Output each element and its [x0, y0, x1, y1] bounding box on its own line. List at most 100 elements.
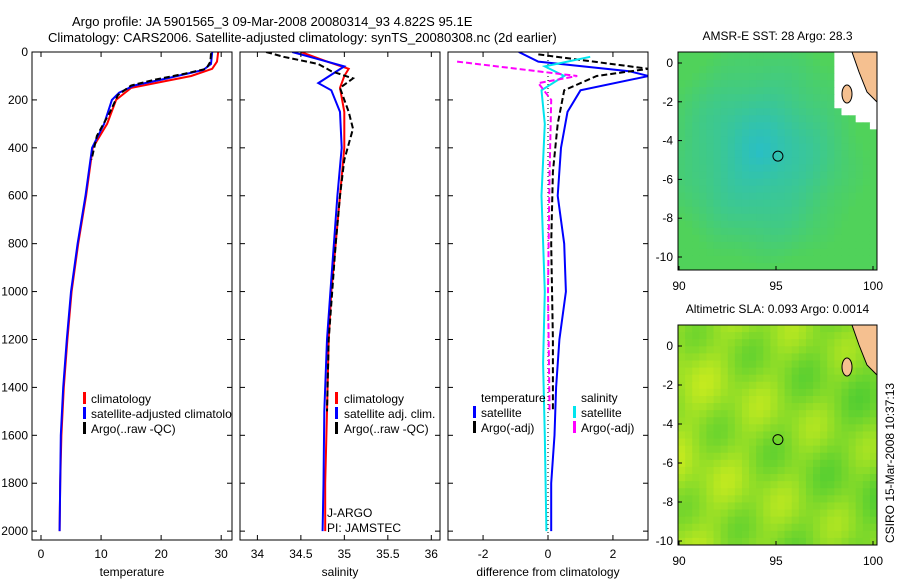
map-cell: [777, 129, 786, 137]
map-cell: [678, 353, 686, 361]
map-cell: [805, 360, 814, 369]
map-cell: [756, 52, 764, 60]
map-cell: [692, 466, 700, 475]
map-cell: [834, 185, 842, 194]
map-cell: [741, 227, 750, 236]
map-cell: [699, 452, 707, 461]
map-cell: [699, 488, 707, 496]
map-cell: [763, 122, 771, 130]
map-cell: [777, 537, 786, 546]
map-cell: [777, 227, 786, 236]
map-cell: [741, 523, 750, 532]
map-cell: [727, 122, 736, 130]
map-cell: [713, 325, 722, 333]
map-cell: [756, 438, 764, 447]
map-cell: [855, 94, 864, 102]
map-cell: [827, 395, 835, 404]
map-cell: [685, 129, 693, 137]
map-cell: [685, 234, 693, 243]
map-cell: [834, 80, 842, 88]
map-cell: [805, 52, 814, 60]
map-cell: [813, 122, 821, 130]
map-cell: [756, 381, 764, 390]
map-cell: [727, 466, 736, 475]
argo-location-marker: [772, 150, 784, 162]
map-cell: [784, 192, 793, 201]
map-cell: [784, 332, 793, 340]
map-cell: [827, 108, 835, 116]
map-cell: [848, 227, 857, 236]
y-tick-label: -2: [662, 95, 673, 109]
map-cell: [741, 66, 750, 74]
map-cell: [727, 255, 736, 264]
map-cell: [706, 360, 715, 369]
map-cell: [720, 332, 729, 340]
map-cell: [699, 59, 707, 67]
map-cell: [706, 367, 715, 376]
map-cell: [805, 157, 814, 166]
map-cell: [862, 417, 871, 425]
map-cell: [720, 199, 729, 208]
map-cell: [699, 248, 707, 257]
map-cell: [713, 171, 722, 180]
map-cell: [777, 213, 786, 222]
map-cell: [820, 481, 828, 489]
map-cell: [827, 410, 835, 418]
map-cell: [848, 192, 857, 201]
map-cell: [841, 101, 850, 109]
map-cell: [749, 502, 757, 511]
map-cell: [699, 164, 707, 173]
map-cell: [749, 136, 757, 144]
map-cell: [713, 94, 722, 102]
map-cell: [756, 488, 764, 496]
map-cell: [862, 509, 871, 518]
map-cell: [834, 339, 842, 347]
map-cell: [855, 502, 864, 511]
map-cell: [734, 227, 743, 236]
map-cell: [805, 94, 814, 102]
map-cell: [834, 325, 842, 333]
map-title: Altimetric SLA: 0.093 Argo: 0.0014: [686, 302, 870, 316]
map-cell: [805, 509, 814, 518]
map-cell: [784, 452, 793, 461]
map-cell: [749, 466, 757, 475]
map-cell: [749, 523, 757, 532]
map-cell: [734, 178, 743, 187]
map-cell: [791, 459, 800, 468]
map-cell: [692, 52, 700, 60]
map-cell: [727, 59, 736, 67]
map-cell: [706, 403, 715, 411]
map-cell: [720, 108, 729, 116]
map-cell: [741, 213, 750, 222]
map-cell: [777, 495, 786, 503]
map-cell: [763, 129, 771, 137]
map-cell: [713, 395, 722, 404]
map-cell: [770, 248, 778, 257]
map-cell: [841, 185, 850, 194]
map-cell: [692, 488, 700, 496]
map-cell: [678, 452, 686, 461]
map-cell: [749, 374, 757, 383]
map-cell: [756, 495, 764, 503]
map-cell: [713, 530, 722, 539]
map-cell: [869, 403, 878, 411]
map-cell: [820, 150, 828, 158]
map-cell: [749, 185, 757, 194]
map-cell: [827, 466, 835, 475]
map-cell: [756, 87, 764, 95]
sst-map: AMSR-E SST: 28 Argo: 28.390 95 1000-2-4-6-…: [656, 29, 884, 293]
x-tick-label: -2: [478, 547, 489, 561]
map-cell: [834, 374, 842, 383]
map-cell: [777, 381, 786, 390]
map-cell: [727, 129, 736, 137]
map-cell: [749, 431, 757, 440]
map-cell: [727, 488, 736, 496]
map-cell: [756, 262, 764, 271]
profile-panel-1: 0 10 20 30temperature0200400600800100012001…: [1, 45, 233, 579]
map-cell: [749, 241, 757, 250]
map-cell: [862, 157, 871, 166]
map-cell: [848, 171, 857, 180]
map-cell: [685, 466, 693, 475]
map-cell: [763, 367, 771, 376]
map-cell: [770, 346, 778, 354]
